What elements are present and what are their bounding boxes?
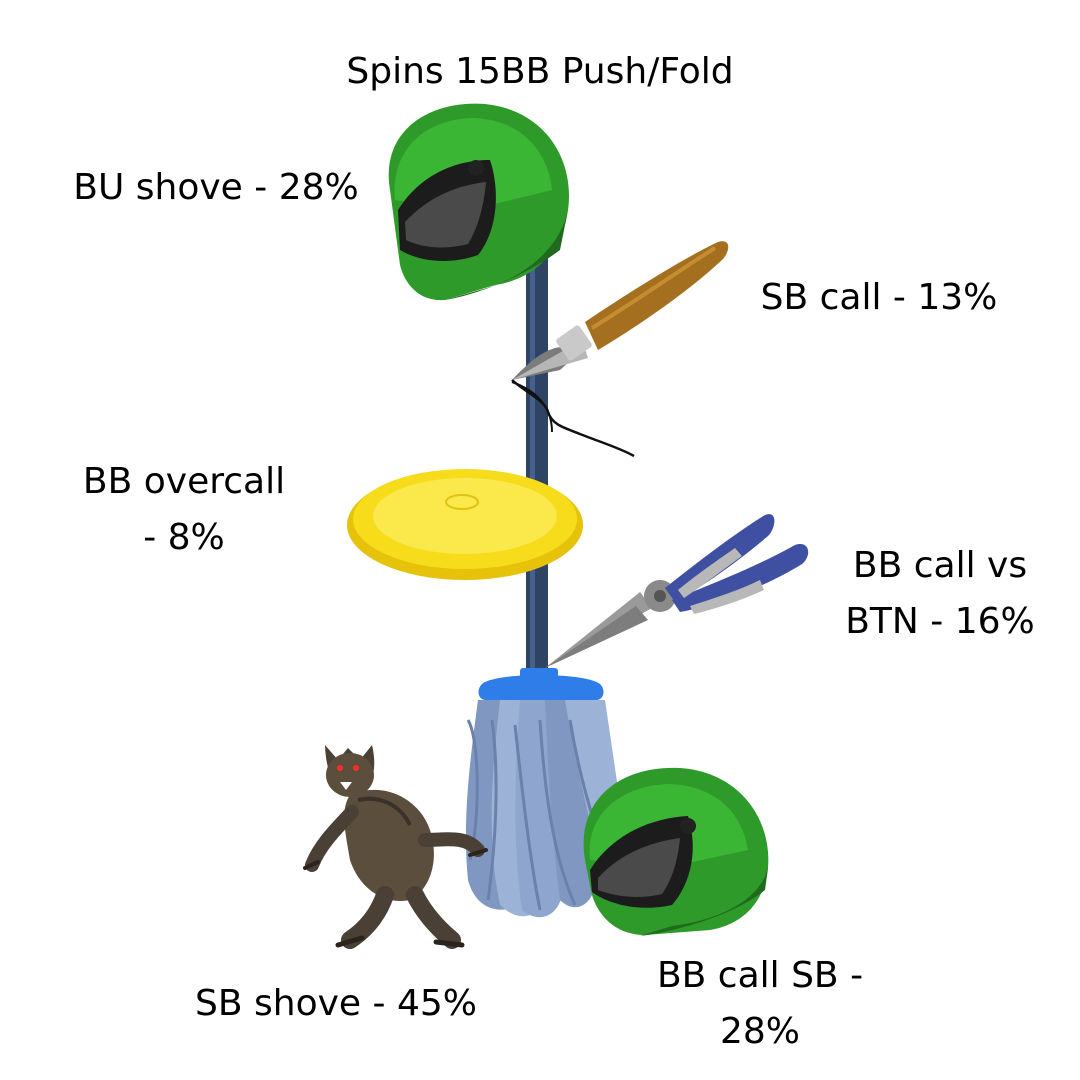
label-bb-overcall: BB overcall - 8% <box>72 454 296 566</box>
scalpel-icon <box>511 241 729 458</box>
mop-pole <box>526 200 548 690</box>
helmet-icon <box>583 767 769 936</box>
title-text: Spins 15BB Push/Fold <box>346 51 734 92</box>
label-bb-overcall-line1: BB overcall <box>82 461 286 502</box>
werewolf-icon <box>303 745 488 949</box>
label-bb-overcall-line2: - 8% <box>143 517 225 558</box>
label-sb-shove: SB shove - 45% <box>186 976 486 1032</box>
label-bb-call-sb: BB call SB - 28% <box>646 948 874 1060</box>
label-bb-call-sb-line2: 28% <box>719 1011 800 1052</box>
label-bb-call-vs-btn-line2: BTN - 16% <box>845 601 1035 642</box>
helmet-icon <box>388 103 569 301</box>
label-sb-call-text: SB call - 13% <box>760 277 998 318</box>
mop-icon <box>465 668 630 918</box>
diagram-title: Spins 15BB Push/Fold <box>330 44 750 100</box>
label-bu-shove: BU shove - 28% <box>66 160 366 216</box>
label-bb-call-vs-btn-line1: BB call vs <box>852 545 1028 586</box>
bucket-lid-icon <box>347 469 583 580</box>
label-bu-shove-text: BU shove - 28% <box>73 167 359 208</box>
label-bb-call-sb-line1: BB call SB - <box>656 955 864 996</box>
label-sb-shove-text: SB shove - 45% <box>195 983 477 1024</box>
label-bb-call-vs-btn: BB call vs BTN - 16% <box>836 538 1044 650</box>
pliers-icon <box>545 514 809 668</box>
label-sb-call: SB call - 13% <box>756 270 1002 326</box>
